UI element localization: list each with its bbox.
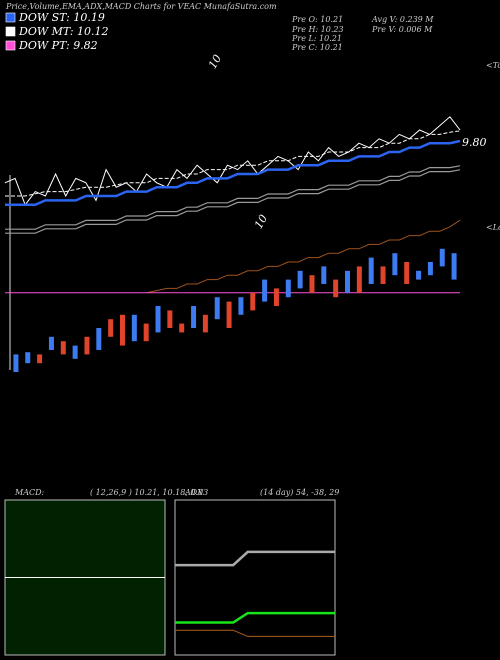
candle	[202, 314, 208, 333]
stat-label: Avg V: 0.239 M	[371, 15, 434, 24]
panel-title: ADX	[184, 488, 203, 497]
candle	[48, 336, 54, 350]
candle	[238, 297, 244, 315]
candle	[108, 319, 114, 337]
candle	[214, 297, 220, 320]
annotation: 10	[206, 52, 224, 71]
candle	[250, 292, 256, 311]
candle	[96, 328, 102, 350]
candle	[226, 301, 232, 328]
panel-subtitle: ( 12,26,9 ) 10.21, 10.18, 0.03	[90, 488, 208, 497]
candle	[345, 270, 350, 293]
candle	[321, 266, 327, 284]
annotation: 9.80	[462, 136, 487, 149]
candle	[285, 279, 291, 298]
legend-swatch	[5, 40, 16, 51]
series-line	[175, 629, 335, 637]
series-line	[175, 550, 335, 567]
legend-label: DOW MT: 10.12	[18, 25, 109, 38]
candle	[25, 352, 31, 364]
stat-label: Pre H: 10.23	[291, 25, 344, 34]
legend-label: DOW ST: 10.19	[18, 11, 105, 24]
legend-swatch	[5, 12, 16, 23]
stat-label: Pre O: 10.21	[291, 15, 343, 24]
candle	[143, 323, 149, 342]
series-line	[5, 169, 461, 234]
annotation: <Tops	[486, 61, 500, 70]
stat-label: Pre C: 10.21	[291, 43, 343, 52]
annotation: <Lows	[486, 223, 500, 232]
series-line	[5, 139, 461, 207]
candle	[179, 323, 185, 333]
series-line	[4, 116, 461, 206]
candle	[392, 253, 398, 276]
candle	[191, 306, 197, 328]
candle	[427, 262, 433, 276]
stat-label: Pre V: 0.006 M	[371, 25, 433, 34]
legend-label: DOW PT: 9.82	[18, 39, 98, 52]
annotation: 10	[252, 212, 270, 231]
candle	[404, 262, 410, 284]
candle	[439, 248, 445, 267]
candle	[120, 314, 125, 346]
candle	[37, 354, 43, 364]
candle	[451, 253, 457, 280]
page-title: Price,Volume,EMA,ADX,MACD Charts for VEA…	[5, 2, 277, 11]
candle	[84, 336, 90, 355]
series-line	[146, 219, 461, 294]
series-line	[175, 611, 335, 624]
panel-title: MACD:	[14, 488, 45, 497]
legend-swatch	[5, 26, 16, 37]
series-line	[5, 165, 461, 230]
candle	[309, 275, 315, 293]
stat-label: Pre L: 10.21	[291, 34, 342, 43]
candle	[273, 288, 279, 306]
candle	[155, 306, 161, 333]
candle	[262, 279, 268, 302]
candle	[380, 266, 386, 284]
candle	[356, 266, 362, 293]
panel	[174, 499, 336, 656]
candle	[297, 270, 303, 289]
candle	[167, 310, 173, 328]
candle	[333, 279, 339, 298]
candle	[60, 341, 66, 355]
candle	[368, 257, 374, 284]
candle	[13, 354, 19, 372]
candle	[416, 270, 422, 280]
candle	[72, 345, 78, 359]
candle	[131, 314, 137, 342]
panel-subtitle: (14 day) 54, -38, 29	[260, 488, 339, 497]
